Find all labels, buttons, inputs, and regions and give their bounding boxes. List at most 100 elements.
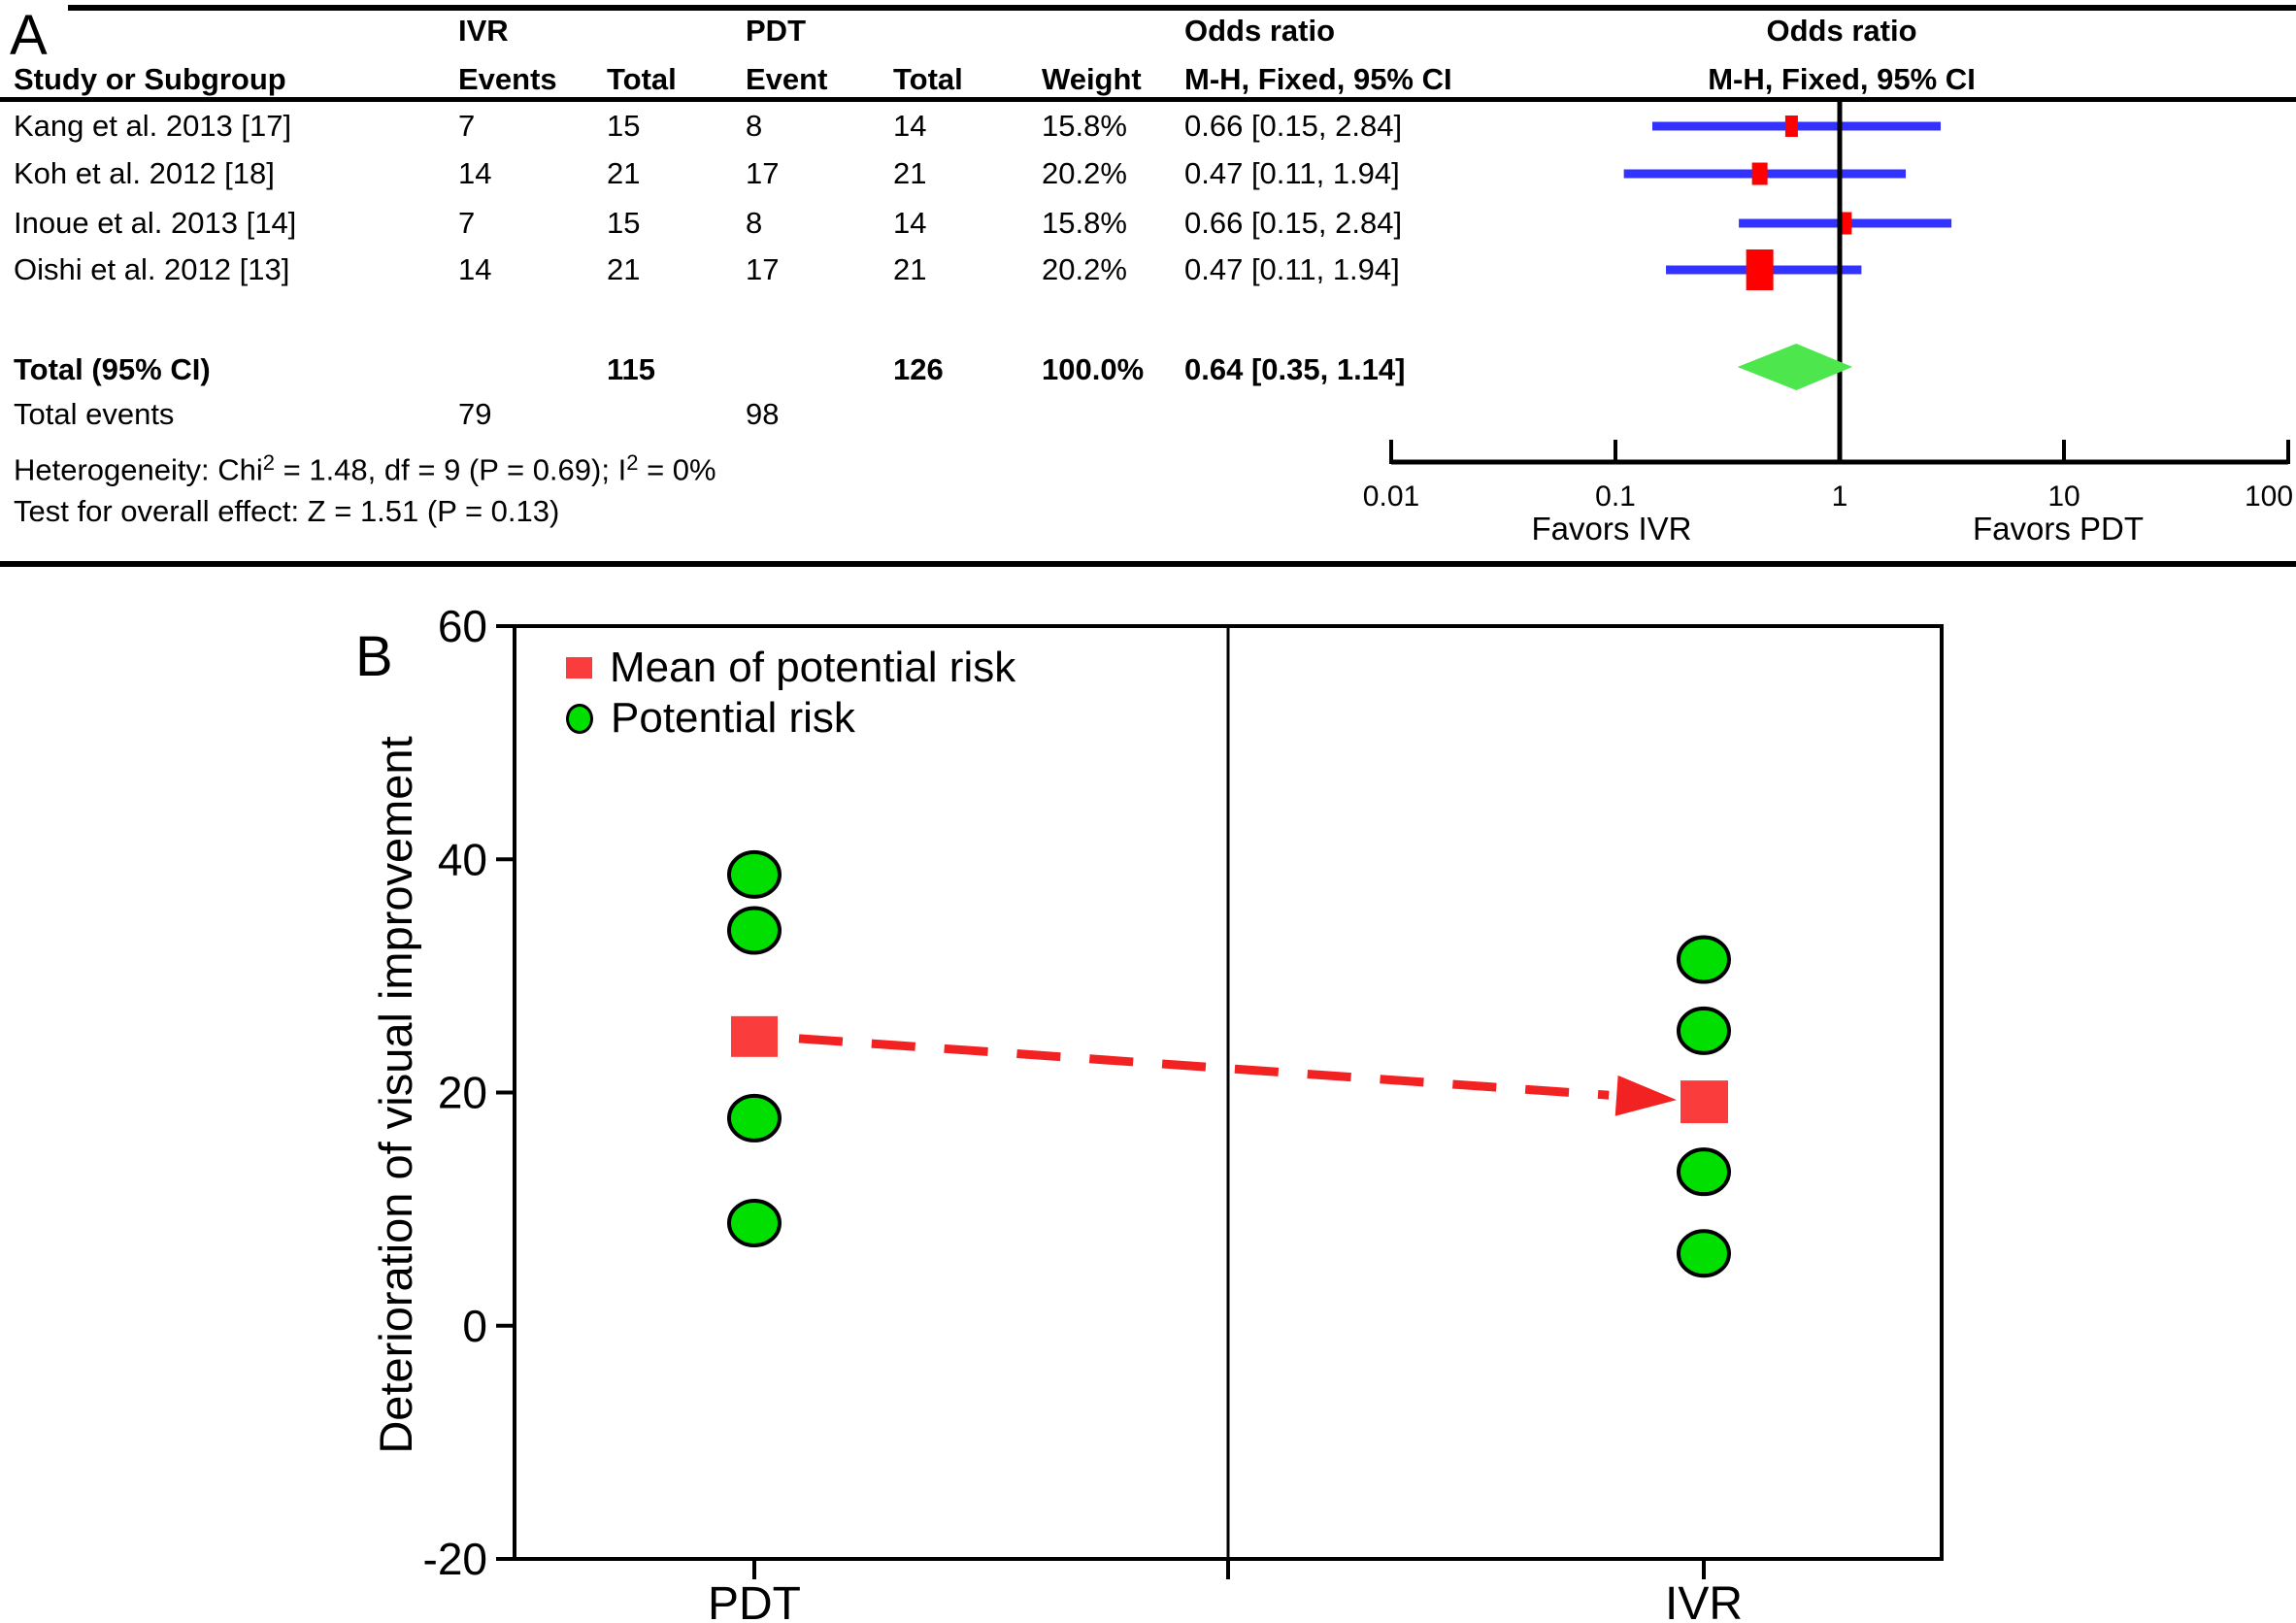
- odds-ratio-marker: [1784, 116, 1798, 137]
- heterogeneity-text-mid: = 1.48, df = 9 (P = 0.69); I: [275, 452, 627, 487]
- forest-x-tick-label: 0.01: [1363, 480, 1419, 513]
- table-cell-ivr_total: 15: [607, 109, 641, 143]
- risk-point-pdt: [727, 1199, 782, 1248]
- forest-x-tick-label: 0.1: [1595, 480, 1636, 513]
- table-cell-weight: 15.8%: [1042, 109, 1127, 143]
- column-group-odds-ratio: Odds ratio: [1184, 14, 1336, 48]
- y-axis-title: Deterioration of visual improvement: [370, 736, 421, 1454]
- total-events-pdt: 98: [746, 397, 780, 431]
- table-cell-study: Koh et al. 2012 [18]: [14, 156, 275, 190]
- table-cell-pdt_total: 14: [893, 206, 927, 240]
- legend-mean-label: Mean of potential risk: [610, 644, 1016, 691]
- favors-right-label: Favors PDT: [1973, 511, 2144, 547]
- total-events-label: Total events: [14, 397, 175, 431]
- table-cell-pdt_event: 17: [746, 252, 780, 286]
- table-cell-weight: 20.2%: [1042, 156, 1127, 190]
- table-cell-weight: 15.8%: [1042, 206, 1127, 240]
- table-cell-ivr_total: 21: [607, 252, 641, 286]
- favors-left-label: Favors IVR: [1531, 511, 1691, 547]
- panel-b-label: B: [355, 625, 393, 688]
- y-tick-label: 60: [438, 601, 487, 651]
- table-cell-ivr_events: 14: [458, 156, 492, 190]
- total-odds-ratio: 0.64 [0.35, 1.14]: [1184, 352, 1406, 386]
- table-cell-or: 0.66 [0.15, 2.84]: [1184, 206, 1403, 240]
- table-cell-study: Inoue et al. 2013 [14]: [14, 206, 297, 240]
- category-label-ivr: IVR: [1665, 1578, 1743, 1623]
- table-top-rule: [68, 5, 2296, 11]
- table-cell-or: 0.47 [0.11, 1.94]: [1184, 156, 1400, 190]
- table-header-rule: [0, 97, 2296, 102]
- y-tick-label: 40: [438, 834, 487, 884]
- table-cell-ivr_total: 21: [607, 156, 641, 190]
- y-tick-label: 20: [438, 1068, 487, 1118]
- col-header-ivr-events: Events: [458, 62, 557, 96]
- table-cell-study: Kang et al. 2013 [17]: [14, 109, 292, 143]
- table-cell-ivr_events: 7: [458, 109, 476, 143]
- forest-x-tick-label: 1: [1832, 480, 1848, 513]
- table-cell-weight: 20.2%: [1042, 252, 1127, 286]
- table-bottom-rule: [0, 561, 2296, 567]
- total-events-ivr: 79: [458, 397, 492, 431]
- risk-point-ivr: [1677, 935, 1731, 984]
- risk-circle-icon: [566, 703, 593, 734]
- risk-point-pdt: [727, 906, 782, 955]
- legend-item-mean: Mean of potential risk: [566, 643, 1015, 693]
- table-cell-ivr_total: 15: [607, 206, 641, 240]
- risk-point-ivr: [1677, 1229, 1731, 1278]
- total-pdt-total: 126: [893, 352, 944, 386]
- total-ivr-total: 115: [607, 352, 656, 386]
- col-header-study: Study or Subgroup: [14, 62, 286, 96]
- table-cell-pdt_total: 21: [893, 156, 927, 190]
- summary-diamond: [1737, 344, 1853, 390]
- table-cell-study: Oishi et al. 2012 [13]: [14, 252, 290, 286]
- forest-x-tick-label: 100: [2245, 480, 2293, 513]
- chi-squared-superscript: 2: [262, 450, 275, 475]
- heterogeneity-text-post: = 0%: [638, 452, 716, 487]
- legend: Mean of potential risk Potential risk: [566, 643, 1015, 744]
- y-tick-label: 0: [462, 1301, 487, 1351]
- col-header-ivr-total: Total: [607, 62, 677, 96]
- legend-risk-label: Potential risk: [611, 694, 855, 742]
- overall-effect-note: Test for overall effect: Z = 1.51 (P = 0…: [14, 494, 560, 528]
- col-header-pdt-event: Event: [746, 62, 828, 96]
- y-tick-label: -20: [423, 1534, 487, 1584]
- risk-point-ivr: [1677, 1006, 1731, 1055]
- category-label-pdt: PDT: [708, 1578, 801, 1623]
- table-cell-pdt_event: 17: [746, 156, 780, 190]
- table-cell-or: 0.66 [0.15, 2.84]: [1184, 109, 1403, 143]
- risk-point-pdt: [727, 849, 782, 899]
- risk-point-ivr: [1677, 1147, 1731, 1197]
- odds-ratio-marker: [1751, 162, 1768, 185]
- plot-title-odds-ratio: Odds ratio: [1766, 14, 1917, 48]
- heterogeneity-text: Heterogeneity: Chi: [14, 452, 263, 487]
- table-cell-pdt_event: 8: [746, 206, 763, 240]
- heterogeneity-note: Heterogeneity: Chi2 = 1.48, df = 9 (P = …: [14, 443, 716, 489]
- risk-point-pdt: [727, 1093, 782, 1143]
- table-cell-ivr_events: 7: [458, 206, 476, 240]
- table-cell-ivr_events: 14: [458, 252, 492, 286]
- group-header-ivr: IVR: [458, 14, 509, 48]
- total-row-label: Total (95% CI): [14, 352, 211, 386]
- panel-a-label: A: [10, 4, 48, 67]
- group-header-pdt: PDT: [746, 14, 806, 48]
- odds-ratio-marker: [1746, 249, 1774, 290]
- odds-ratio-marker: [1839, 212, 1852, 235]
- col-header-mh-ci: M-H, Fixed, 95% CI: [1184, 62, 1452, 96]
- legend-item-risk: Potential risk: [566, 693, 1015, 744]
- table-cell-pdt_total: 21: [893, 252, 927, 286]
- i-squared-superscript: 2: [626, 450, 639, 475]
- col-header-pdt-total: Total: [893, 62, 963, 96]
- total-weight: 100.0%: [1042, 352, 1145, 386]
- table-cell-or: 0.47 [0.11, 1.94]: [1184, 252, 1400, 286]
- plot-subtitle-mh-ci: M-H, Fixed, 95% CI: [1708, 62, 1976, 96]
- mean-shift-arrow-head: [1614, 1075, 1677, 1116]
- table-cell-pdt_event: 8: [746, 109, 763, 143]
- col-header-weight: Weight: [1042, 62, 1142, 96]
- table-cell-pdt_total: 14: [893, 109, 927, 143]
- mean-marker-ivr: [1680, 1080, 1728, 1124]
- forest-x-tick-label: 10: [2047, 480, 2080, 513]
- mean-shift-arrow-line: [798, 1034, 1610, 1100]
- mean-marker-pdt: [731, 1015, 778, 1057]
